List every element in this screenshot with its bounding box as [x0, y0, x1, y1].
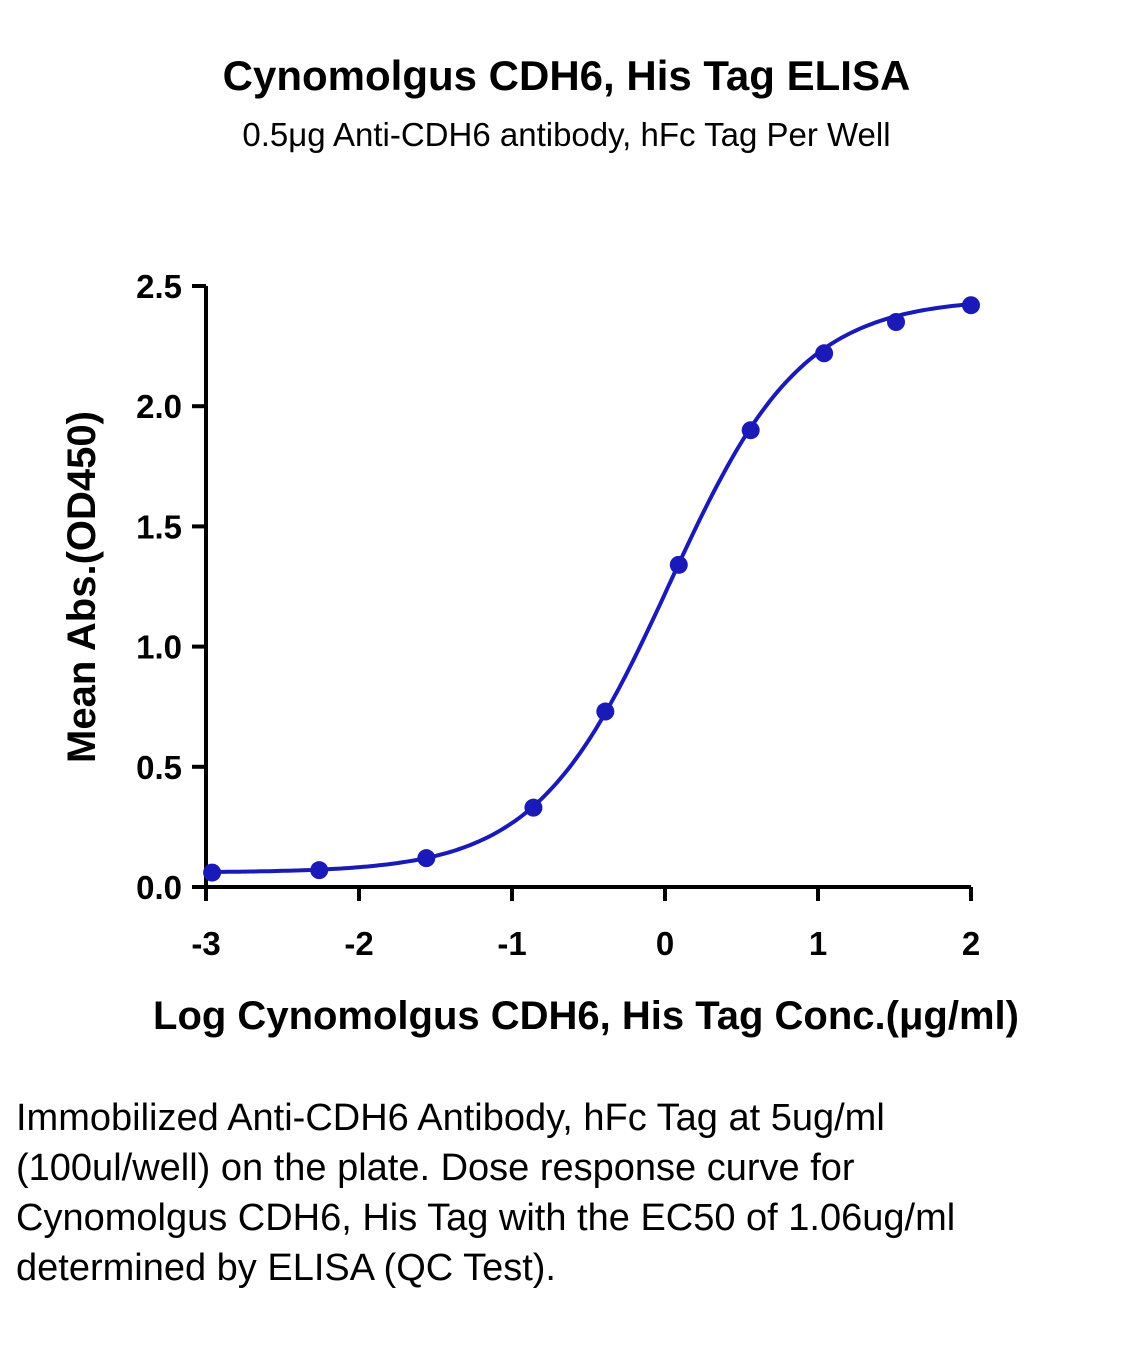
- x-tick-label: -2: [344, 925, 373, 962]
- x-tick-label: 2: [962, 925, 980, 962]
- data-points: [203, 296, 980, 882]
- data-point: [815, 344, 834, 363]
- elisa-chart: 0.0 0.5 1.0 1.5 2.0 2.5 -3 -2 -1 0 1 2 Mean Abs.(O…: [60, 268, 1019, 1038]
- data-point: [310, 861, 329, 880]
- y-tick-label: 1.5: [136, 508, 182, 545]
- y-tick-label: 2.5: [136, 268, 182, 305]
- y-ticks: 0.0 0.5 1.0 1.5 2.0 2.5: [136, 268, 206, 906]
- x-tick-label: 0: [656, 925, 674, 962]
- data-point: [524, 798, 543, 817]
- chart-subtitle: 0.5μg Anti-CDH6 antibody, hFc Tag Per We…: [242, 116, 891, 153]
- data-point: [596, 702, 615, 721]
- fit-curve: [212, 302, 972, 874]
- data-point: [669, 555, 688, 574]
- x-tick-label: -3: [191, 925, 220, 962]
- x-tick-label: 1: [809, 925, 827, 962]
- y-tick-label: 2.0: [136, 388, 182, 425]
- x-ticks: -3 -2 -1 0 1 2: [191, 887, 980, 962]
- y-tick-label: 0.5: [136, 749, 182, 786]
- y-axis-title: Mean Abs.(OD450): [60, 411, 104, 763]
- data-point: [417, 849, 436, 868]
- data-point: [203, 863, 222, 882]
- x-tick-label: -1: [497, 925, 526, 962]
- chart-title: Cynomolgus CDH6, His Tag ELISA: [222, 52, 911, 99]
- x-axis-title: Log Cynomolgus CDH6, His Tag Conc.(μg/ml…: [153, 994, 1019, 1038]
- data-point: [962, 296, 980, 315]
- data-point: [887, 313, 906, 332]
- figure-caption: Immobilized Anti-CDH6 Antibody, hFc Tag …: [16, 1097, 956, 1289]
- data-point: [741, 421, 760, 440]
- y-tick-label: 0.0: [136, 869, 182, 906]
- y-tick-label: 1.0: [136, 629, 182, 666]
